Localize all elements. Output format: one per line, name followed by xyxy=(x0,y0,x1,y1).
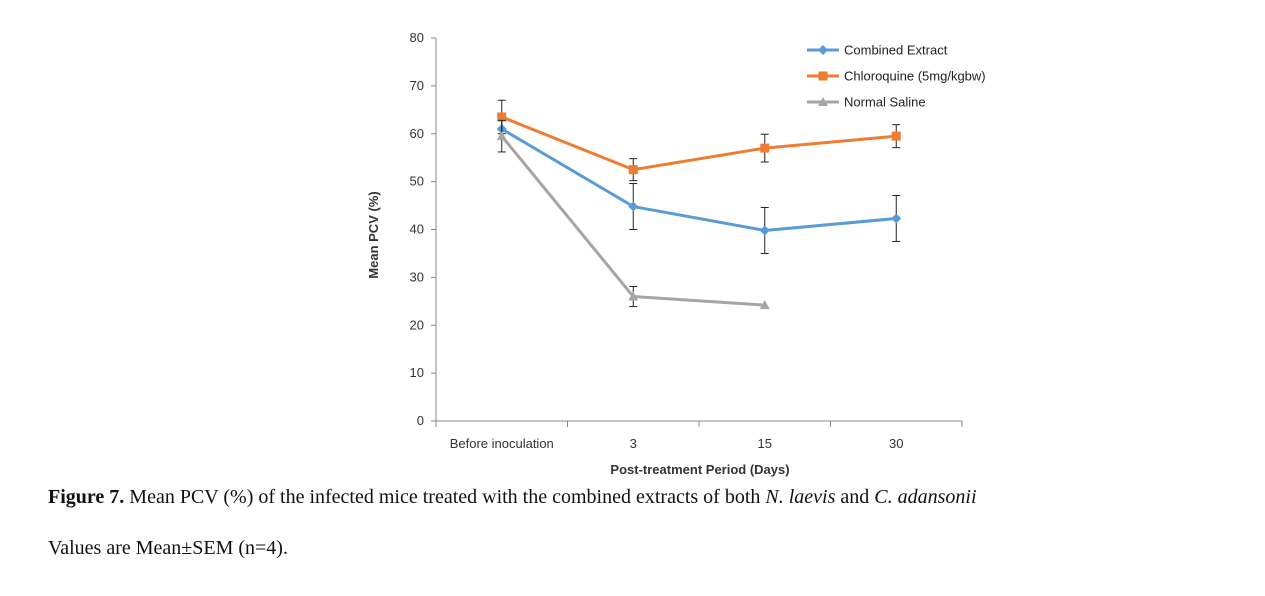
legend-swatch-marker xyxy=(818,97,828,106)
y-tick-label: 70 xyxy=(410,78,424,93)
data-point xyxy=(496,131,507,141)
tick-labels: 0 10 20 30 40 50 60 70 80 Before inoculation 3 15 30 xyxy=(410,30,904,451)
data-point xyxy=(759,225,770,236)
x-tick-label: 15 xyxy=(758,436,772,451)
legend-item: Normal Saline xyxy=(807,95,926,110)
series-lines xyxy=(496,99,902,310)
legend-swatch-marker xyxy=(818,45,828,55)
y-tick-label: 80 xyxy=(410,30,424,45)
data-point xyxy=(628,291,639,301)
legend-label: Combined Extract xyxy=(844,43,948,58)
caption-text: Mean PCV (%) of the infected mice treate… xyxy=(124,486,766,508)
y-tick-label: 10 xyxy=(410,365,424,380)
x-tick-label: Before inoculation xyxy=(450,436,554,451)
data-point xyxy=(759,300,770,310)
y-tick-label: 50 xyxy=(410,174,424,189)
legend-swatch-marker xyxy=(818,71,828,81)
caption-conjunction: and xyxy=(835,486,875,508)
data-point xyxy=(628,165,638,175)
legend-label: Normal Saline xyxy=(844,95,926,110)
legend-label: Chloroquine (5mg/kgbw) xyxy=(844,69,986,84)
series-group xyxy=(496,119,770,310)
y-tick-label: 60 xyxy=(410,126,424,141)
y-tick-label: 30 xyxy=(410,269,424,284)
series-line xyxy=(500,127,897,232)
legend-item: Chloroquine (5mg/kgbw) xyxy=(807,69,986,84)
data-point xyxy=(891,213,902,224)
legend: Combined Extract Chloroquine (5mg/kgbw) No… xyxy=(807,43,986,110)
data-point xyxy=(760,143,770,153)
series-group xyxy=(497,99,901,182)
x-tick-label: 3 xyxy=(630,436,637,451)
y-tick-label: 0 xyxy=(417,413,424,428)
y-tick-label: 20 xyxy=(410,317,424,332)
x-axis-title: Post-treatment Period (Days) xyxy=(610,462,789,477)
caption-values-note: Values are Mean±SEM (n=4). xyxy=(48,537,288,559)
species-name-2: C. adansonii xyxy=(874,486,977,508)
legend-item: Combined Extract xyxy=(807,43,948,58)
figure-label: Figure 7. xyxy=(48,486,125,508)
axes xyxy=(431,37,963,427)
y-axis-title: Mean PCV (%) xyxy=(366,191,381,278)
series-line xyxy=(501,115,897,172)
figure-caption: Figure 7. Mean PCV (%) of the infected m… xyxy=(48,486,977,509)
data-point xyxy=(891,131,901,141)
x-tick-label: 30 xyxy=(889,436,903,451)
y-tick-label: 40 xyxy=(410,222,424,237)
data-point xyxy=(497,112,507,122)
data-point xyxy=(628,201,639,212)
species-name-1: N. laevis xyxy=(765,486,836,508)
